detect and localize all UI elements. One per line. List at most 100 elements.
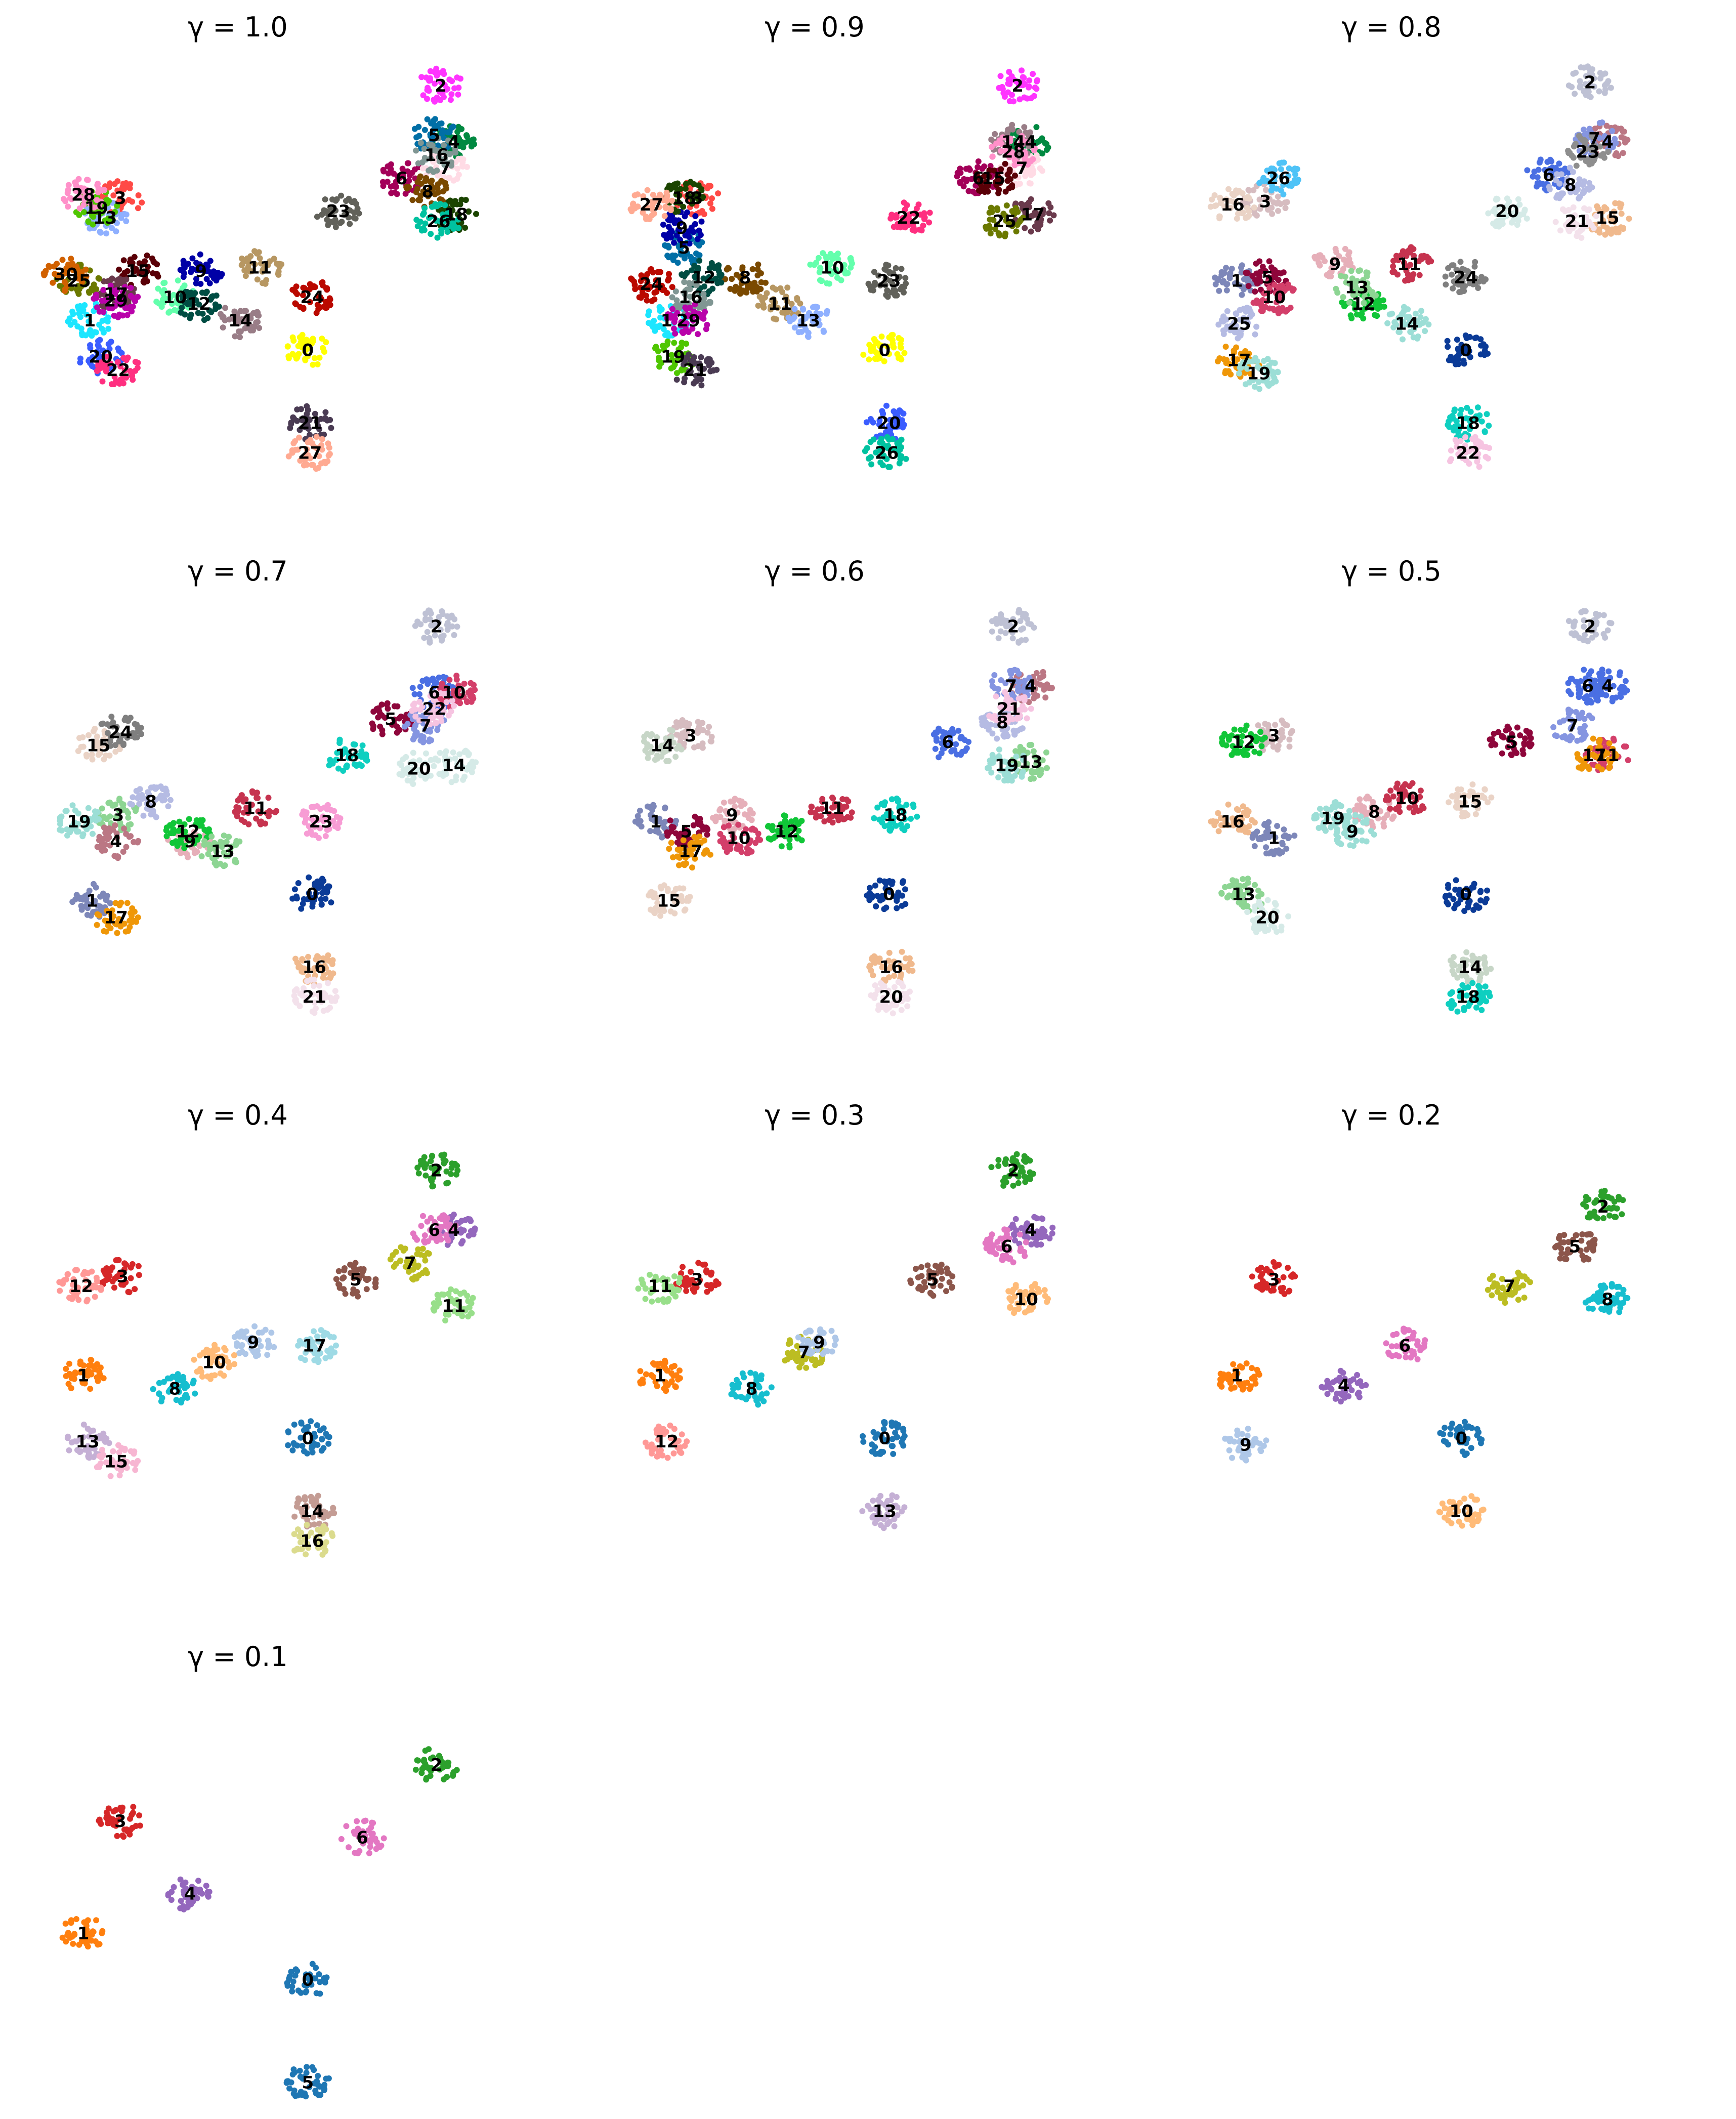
scatter-point: [870, 346, 876, 353]
scatter-point: [77, 355, 83, 362]
scatter-point: [848, 255, 854, 261]
scatter-point: [1215, 321, 1222, 328]
scatter-point: [821, 328, 827, 335]
scatter-point: [1260, 175, 1267, 181]
scatter-point: [427, 68, 434, 74]
scatter-point: [637, 807, 643, 814]
scatter-point: [359, 742, 366, 749]
scatter-point: [207, 258, 214, 264]
scatter-point: [699, 208, 705, 214]
scatter-point: [993, 140, 1000, 147]
scatter-point: [1586, 93, 1592, 100]
scatter-point: [294, 960, 301, 966]
cluster-label: 26: [1266, 169, 1290, 189]
scatter-point: [1236, 370, 1243, 377]
cluster-label: 13: [1345, 278, 1369, 298]
scatter-point: [314, 361, 321, 367]
scatter-point: [129, 905, 136, 911]
scatter-point: [706, 299, 712, 305]
scatter-point: [396, 727, 403, 733]
scatter-point: [1225, 186, 1232, 192]
cluster-label: 1: [1231, 271, 1243, 291]
scatter-point: [208, 833, 215, 840]
scatter-point: [1040, 669, 1046, 675]
scatter-point: [454, 165, 461, 172]
scatter-point: [295, 351, 302, 357]
cluster-label: 6: [1543, 165, 1555, 185]
scatter-point: [260, 266, 266, 273]
scatter-point: [85, 805, 92, 811]
cluster-label: 15: [982, 169, 1005, 189]
scatter-point: [428, 231, 434, 237]
scatter-point: [232, 333, 238, 340]
scatter-point: [413, 729, 420, 736]
scatter-point: [450, 749, 456, 756]
scatter-point: [153, 299, 160, 305]
scatter-point: [402, 190, 409, 197]
scatter-point: [315, 465, 322, 471]
scatter-point: [193, 280, 199, 286]
scatter-point: [336, 736, 343, 743]
scatter-point: [187, 297, 193, 304]
scatter-point: [455, 91, 461, 98]
scatter-point: [1039, 137, 1045, 144]
scatter-point: [249, 788, 256, 795]
scatter-point: [1364, 269, 1371, 276]
scatter-point: [291, 988, 298, 994]
scatter-point: [1333, 285, 1339, 292]
panel-title: γ = 0.9: [765, 11, 864, 43]
scatter-point: [679, 340, 685, 346]
scatter-point: [160, 299, 167, 306]
scatter-point: [673, 377, 680, 383]
scatter-point: [440, 188, 446, 195]
scatter-point: [111, 181, 118, 187]
cluster-points: [238, 248, 285, 287]
cluster-label: 21: [683, 360, 707, 381]
scatter-point: [1284, 199, 1290, 205]
scatter-point: [94, 922, 100, 928]
cluster-label: 23: [1576, 142, 1600, 162]
scatter-point: [57, 826, 63, 833]
scatter-point: [308, 976, 314, 983]
cluster-label: 19: [661, 347, 685, 367]
scatter-point: [678, 719, 685, 725]
scatter-point: [203, 261, 209, 268]
scatter-point: [234, 806, 240, 812]
scatter-point: [175, 277, 181, 284]
scatter-point: [131, 918, 138, 924]
scatter-point: [438, 178, 445, 184]
scatter-point: [290, 338, 297, 344]
cluster-label: 23: [326, 201, 350, 222]
scatter-point: [68, 256, 74, 262]
scatter-point: [107, 180, 113, 187]
scatter-point: [871, 336, 877, 342]
scatter-point: [667, 817, 673, 824]
scatter-point: [1572, 91, 1578, 97]
scatter-point: [1244, 205, 1250, 211]
scatter-point: [423, 175, 430, 181]
scatter-point: [299, 331, 306, 338]
scatter-point: [235, 328, 242, 335]
scatter-point: [166, 308, 173, 315]
scatter-point: [154, 261, 160, 268]
cluster-label: 22: [897, 208, 920, 228]
scatter-point: [867, 885, 873, 891]
scatter-point: [872, 356, 878, 362]
scatter-point: [78, 744, 84, 750]
scatter-point: [631, 205, 638, 212]
scatter-point: [1577, 193, 1583, 200]
scatter-point: [413, 134, 420, 141]
scatter-point: [696, 252, 703, 259]
scatter-point: [820, 250, 826, 257]
scatter-point: [431, 97, 437, 103]
scatter-point: [363, 754, 369, 761]
scatter-point: [865, 455, 872, 462]
scatter-point: [378, 712, 385, 719]
scatter-point: [1045, 685, 1052, 691]
scatter-point: [695, 331, 701, 338]
scatter-point: [195, 310, 201, 316]
scatter-point: [255, 312, 261, 319]
scatter-point: [423, 750, 429, 757]
scatter-point: [451, 702, 457, 709]
scatter-point: [414, 223, 421, 229]
